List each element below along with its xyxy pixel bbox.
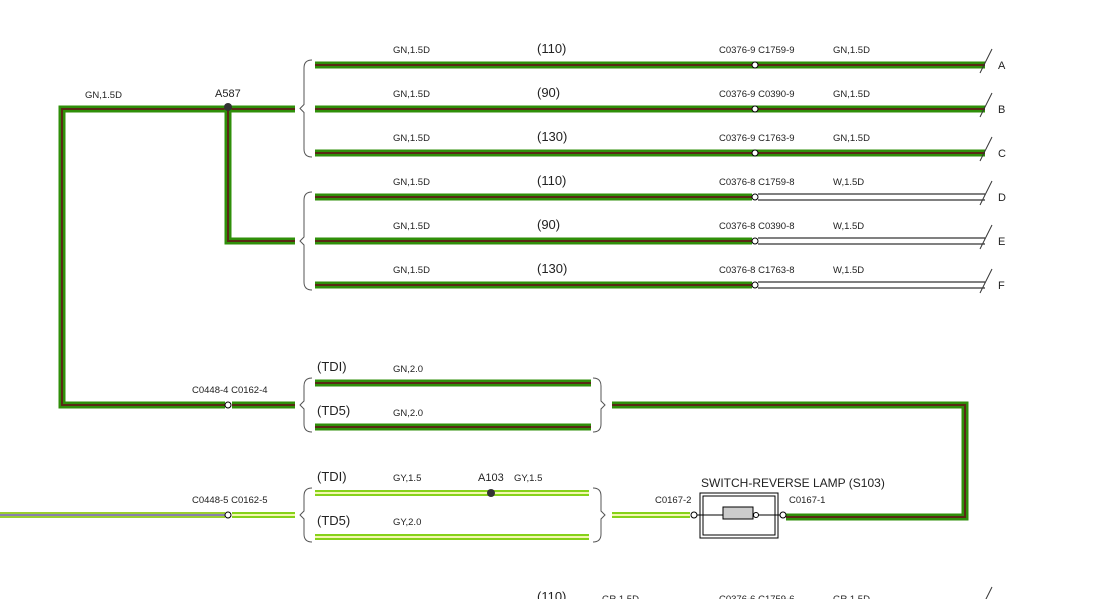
label: A587 bbox=[215, 88, 241, 100]
splice-dot bbox=[224, 103, 232, 111]
brace bbox=[592, 377, 606, 433]
connector-pin bbox=[751, 105, 759, 113]
wire-core bbox=[612, 404, 966, 518]
label: GN,1.5D bbox=[393, 133, 430, 144]
label: (110) bbox=[537, 41, 566, 56]
label: GN,1.5D bbox=[393, 45, 430, 56]
label: (TD5) bbox=[317, 403, 350, 418]
wire-cut bbox=[979, 224, 993, 250]
wire-cut bbox=[979, 48, 993, 74]
label: (130) bbox=[537, 261, 567, 276]
label: (110) bbox=[537, 173, 566, 188]
connector-pin bbox=[690, 511, 698, 519]
connector-pin bbox=[779, 511, 787, 519]
label: GN,1.5D bbox=[393, 89, 430, 100]
label: (TD5) bbox=[317, 513, 350, 528]
label: A bbox=[998, 60, 1006, 72]
label: GR,1.5D bbox=[833, 594, 870, 599]
wire-cut bbox=[979, 92, 993, 118]
label: C0376-8 C1763-8 bbox=[719, 265, 795, 276]
label: GN,2.0 bbox=[393, 364, 423, 375]
wire-core bbox=[227, 109, 295, 242]
label: E bbox=[998, 236, 1005, 248]
wire-cut bbox=[979, 268, 993, 294]
label: (TDI) bbox=[317, 359, 347, 374]
brace bbox=[299, 487, 313, 543]
label: GY,2.0 bbox=[393, 517, 421, 528]
wire bbox=[224, 109, 295, 245]
wire-core bbox=[61, 108, 295, 406]
brace bbox=[592, 487, 606, 543]
label: W,1.5D bbox=[833, 177, 864, 188]
switch-element bbox=[722, 506, 754, 520]
label: (110) bbox=[537, 589, 566, 599]
label: A103 bbox=[478, 472, 504, 484]
wire bbox=[58, 105, 295, 409]
splice-dot bbox=[487, 489, 495, 497]
connector-pin bbox=[751, 61, 759, 69]
wire-cut bbox=[979, 180, 993, 206]
label: SWITCH-REVERSE LAMP (S103) bbox=[701, 476, 885, 490]
wire-cut bbox=[985, 586, 993, 599]
connector-pin bbox=[224, 511, 232, 519]
label: C0167-1 bbox=[789, 495, 825, 506]
label: (130) bbox=[537, 129, 567, 144]
brace bbox=[299, 191, 313, 291]
label: GN,1.5D bbox=[393, 177, 430, 188]
wire-cut bbox=[979, 136, 993, 162]
label: F bbox=[998, 280, 1005, 292]
label: (TDI) bbox=[317, 469, 347, 484]
brace bbox=[299, 59, 313, 158]
label: C0376-9 C1759-9 bbox=[719, 45, 795, 56]
label: GR,1.5D bbox=[602, 594, 639, 599]
label: (90) bbox=[537, 85, 560, 100]
label: GN,2.0 bbox=[393, 408, 423, 419]
label: GN,1.5D bbox=[833, 133, 870, 144]
label: C0376-6 C1759-6 bbox=[719, 594, 795, 599]
connector-pin bbox=[224, 401, 232, 409]
label: C0448-4 C0162-4 bbox=[192, 385, 268, 396]
label: W,1.5D bbox=[833, 265, 864, 276]
label: C0376-8 C0390-8 bbox=[719, 221, 795, 232]
label: W,1.5D bbox=[833, 221, 864, 232]
label: GN,1.5D bbox=[85, 90, 122, 101]
label: GN,1.5D bbox=[393, 221, 430, 232]
label: B bbox=[998, 104, 1005, 116]
connector-pin bbox=[751, 237, 759, 245]
connector-pin bbox=[751, 193, 759, 201]
label: GN,1.5D bbox=[833, 45, 870, 56]
label: C0376-9 C1763-9 bbox=[719, 133, 795, 144]
label: C0448-5 C0162-5 bbox=[192, 495, 268, 506]
label: (90) bbox=[537, 217, 560, 232]
label: GY,1.5 bbox=[514, 473, 542, 484]
label: C0167-2 bbox=[655, 495, 691, 506]
switch-contact bbox=[753, 512, 759, 518]
brace bbox=[299, 377, 313, 433]
label: C0376-8 C1759-8 bbox=[719, 177, 795, 188]
connector-pin bbox=[751, 149, 759, 157]
label: C0376-9 C0390-9 bbox=[719, 89, 795, 100]
label: C bbox=[998, 148, 1006, 160]
label: GN,1.5D bbox=[833, 89, 870, 100]
label: D bbox=[998, 192, 1006, 204]
label: GY,1.5 bbox=[393, 473, 421, 484]
connector-pin bbox=[751, 281, 759, 289]
label: GN,1.5D bbox=[393, 265, 430, 276]
